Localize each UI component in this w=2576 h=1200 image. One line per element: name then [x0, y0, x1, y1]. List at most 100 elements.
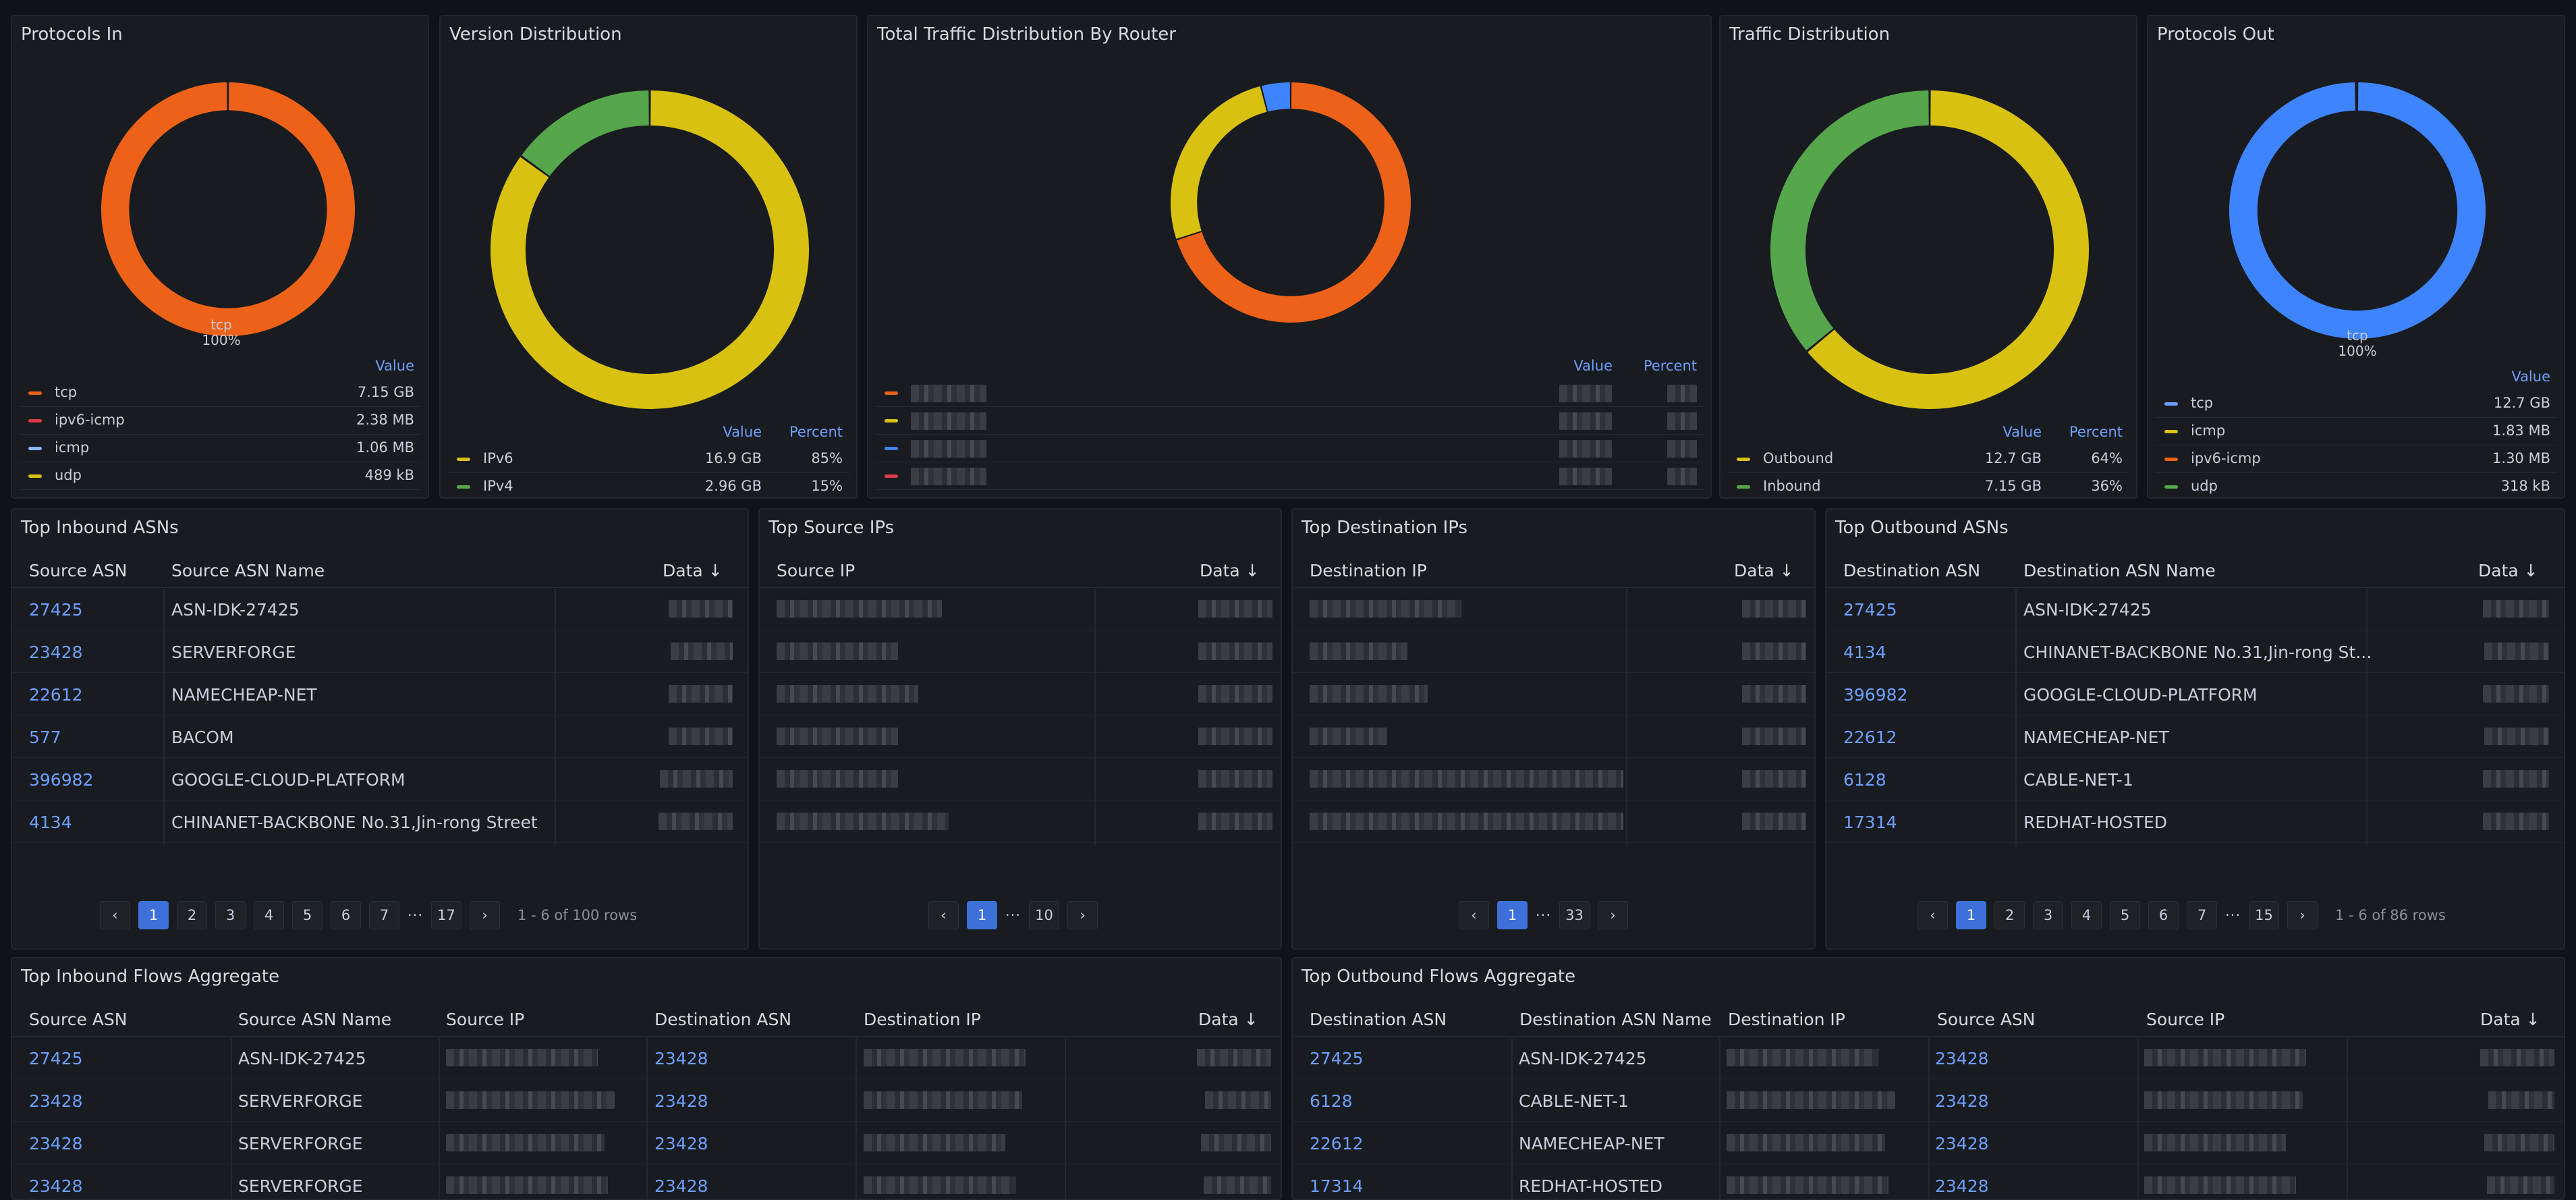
legend-item[interactable] — [875, 462, 1704, 490]
legend-item[interactable]: udp 318 kB — [2155, 473, 2557, 497]
table-row[interactable]: 17314 REDHAT-HOSTED 23428 — [1293, 1164, 2564, 1199]
asn-link[interactable]: 22612 — [29, 685, 83, 705]
asn-link[interactable]: 577 — [29, 728, 61, 747]
col-destination-ip[interactable]: Destination IP — [864, 1010, 981, 1029]
page-button[interactable]: 1 — [138, 901, 169, 929]
col-source-asn[interactable]: Source ASN — [1937, 1010, 2036, 1029]
legend-header-percent[interactable]: Percent — [1643, 358, 1697, 374]
next-page-button[interactable]: › — [470, 901, 501, 929]
col-destination-asn[interactable]: Destination ASN — [654, 1010, 792, 1029]
col-source-ip[interactable]: Source IP — [2146, 1010, 2225, 1029]
legend-item[interactable]: IPv4 2.96 GB 15% — [447, 473, 849, 497]
asn-link[interactable]: 6128 — [1310, 1091, 1353, 1111]
table-row[interactable]: 23428 SERVERFORGE — [12, 630, 748, 673]
legend-item[interactable]: icmp 1.83 MB — [2155, 418, 2557, 445]
table-row[interactable]: 23428 SERVERFORGE 23428 — [12, 1079, 1281, 1122]
donut-slice[interactable] — [1808, 90, 2089, 410]
asn-link[interactable]: 22612 — [1843, 728, 1897, 747]
col-destination-asn[interactable]: Destination ASN — [1310, 1010, 1447, 1029]
prev-page-button[interactable]: ‹ — [1459, 901, 1489, 929]
col-data[interactable]: Data ↓ — [2478, 561, 2538, 580]
table-row[interactable]: 22612 NAMECHEAP-NET — [12, 673, 748, 715]
donut-slice[interactable] — [2229, 82, 2486, 339]
table-row[interactable] — [1293, 800, 1814, 843]
col-destination-asn[interactable]: Destination ASN — [1843, 561, 1981, 580]
asn-link[interactable]: 17314 — [1843, 813, 1897, 832]
page-button[interactable]: 5 — [292, 901, 323, 929]
table-row[interactable]: 396982 GOOGLE-CLOUD-PLATFORM — [12, 758, 748, 800]
legend-header-value[interactable]: Value — [723, 424, 762, 440]
asn-link[interactable]: 4134 — [29, 813, 72, 832]
asn-link[interactable]: 396982 — [1843, 685, 1908, 705]
table-row[interactable] — [760, 630, 1281, 673]
page-button[interactable]: 4 — [254, 901, 284, 929]
col-source-asn-name[interactable]: Source ASN Name — [171, 561, 325, 580]
legend-header-value[interactable]: Value — [1573, 358, 1613, 374]
table-row[interactable] — [760, 758, 1281, 800]
col-data[interactable]: Data ↓ — [1200, 561, 1260, 580]
donut-slice[interactable] — [1171, 86, 1267, 239]
col-data[interactable]: Data ↓ — [2480, 1010, 2540, 1029]
asn-link[interactable]: 23428 — [654, 1134, 708, 1153]
router-donut[interactable] — [1169, 81, 1412, 324]
page-button[interactable]: 33 — [1559, 901, 1590, 929]
next-page-button[interactable]: › — [1067, 901, 1098, 929]
table-row[interactable] — [760, 800, 1281, 843]
col-destination-asn-name[interactable]: Destination ASN Name — [2023, 561, 2216, 580]
page-button[interactable]: 17 — [431, 901, 462, 929]
table-row[interactable]: 17314 REDHAT-HOSTED — [1826, 800, 2564, 843]
page-button[interactable]: 3 — [2033, 901, 2063, 929]
asn-link[interactable]: 23428 — [1935, 1176, 1989, 1196]
table-row[interactable]: 27425 ASN-IDK-27425 — [12, 588, 748, 630]
table-row[interactable] — [1293, 715, 1814, 758]
legend-header-value[interactable]: Value — [2003, 424, 2042, 440]
asn-link[interactable]: 396982 — [29, 770, 94, 790]
asn-link[interactable]: 23428 — [29, 1091, 83, 1111]
page-button[interactable]: 1 — [1497, 901, 1528, 929]
table-row[interactable] — [760, 715, 1281, 758]
table-row[interactable] — [760, 588, 1281, 630]
legend-item[interactable]: ipv6-icmp 1.30 MB — [2155, 445, 2557, 473]
asn-link[interactable]: 22612 — [1310, 1134, 1364, 1153]
donut-slice[interactable] — [522, 90, 649, 176]
version-donut[interactable] — [489, 89, 810, 410]
legend-header-percent[interactable]: Percent — [789, 424, 843, 440]
table-row[interactable]: 22612 NAMECHEAP-NET 23428 — [1293, 1122, 2564, 1164]
table-row[interactable]: 4134 CHINANET-BACKBONE No.31,Jin-rong Str… — [12, 800, 748, 843]
protocols-in-donut[interactable] — [100, 81, 356, 337]
legend-item[interactable]: ipv6-icmp 2.38 MB — [19, 407, 421, 435]
page-button[interactable]: 1 — [1956, 901, 1986, 929]
legend-item[interactable] — [875, 407, 1704, 435]
legend-item[interactable] — [875, 379, 1704, 407]
legend-item[interactable]: tcp 7.15 GB — [19, 379, 421, 407]
page-button[interactable]: 7 — [2187, 901, 2217, 929]
asn-link[interactable]: 23428 — [1935, 1049, 1989, 1068]
col-destination-ip[interactable]: Destination IP — [1728, 1010, 1845, 1029]
table-row[interactable]: 27425 ASN-IDK-27425 23428 — [12, 1037, 1281, 1079]
col-destination-asn-name[interactable]: Destination ASN Name — [1519, 1010, 1712, 1029]
next-page-button[interactable]: › — [2287, 901, 2318, 929]
page-button[interactable]: 5 — [2110, 901, 2140, 929]
table-row[interactable]: 577 BACOM — [12, 715, 748, 758]
asn-link[interactable]: 23428 — [654, 1091, 708, 1111]
table-row[interactable]: 396982 GOOGLE-CLOUD-PLATFORM — [1826, 673, 2564, 715]
page-button[interactable]: 4 — [2071, 901, 2102, 929]
legend-header-value[interactable]: Value — [2511, 369, 2550, 385]
legend-item[interactable]: Outbound 12.7 GB 64% — [1727, 445, 2129, 473]
page-button[interactable]: 2 — [177, 901, 207, 929]
col-data[interactable]: Data ↓ — [1198, 1010, 1258, 1029]
donut-slice[interactable] — [101, 82, 355, 337]
table-row[interactable]: 27425 ASN-IDK-27425 23428 — [1293, 1037, 2564, 1079]
table-row[interactable] — [1293, 630, 1814, 673]
asn-link[interactable]: 23428 — [654, 1176, 708, 1196]
page-button[interactable]: 2 — [1994, 901, 2025, 929]
traffic-distribution-donut[interactable] — [1769, 89, 2090, 410]
table-row[interactable] — [760, 673, 1281, 715]
table-row[interactable] — [1293, 758, 1814, 800]
asn-link[interactable]: 23428 — [1935, 1091, 1989, 1111]
page-button[interactable]: 1 — [967, 901, 997, 929]
legend-item[interactable] — [875, 435, 1704, 462]
col-source-ip[interactable]: Source IP — [446, 1010, 525, 1029]
table-row[interactable] — [1293, 588, 1814, 630]
donut-slice[interactable] — [1770, 90, 1929, 351]
